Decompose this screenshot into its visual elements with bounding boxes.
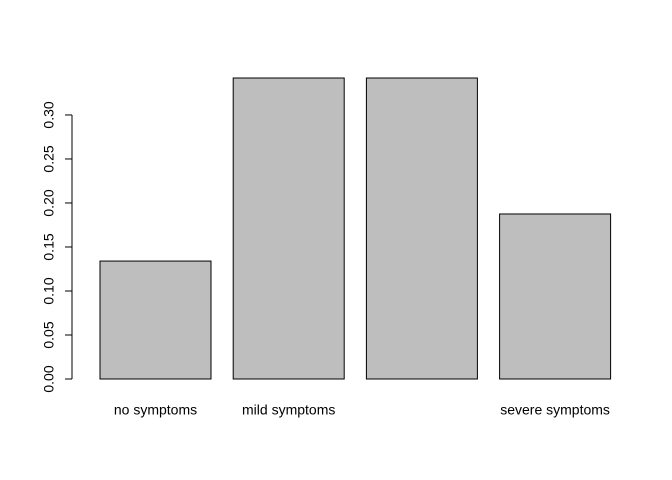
bar — [99, 260, 212, 380]
bar — [232, 77, 345, 380]
x-tick-label: severe symptoms — [500, 402, 610, 418]
y-tick-label: 0.30 — [41, 101, 57, 128]
bar — [499, 213, 612, 380]
x-tick-label: no symptoms — [114, 402, 197, 418]
y-tick-label: 0.15 — [41, 233, 57, 260]
y-tick-label: 0.00 — [41, 365, 57, 392]
y-tick-label: 0.20 — [41, 189, 57, 216]
y-tick-label: 0.05 — [41, 321, 57, 348]
y-tick-label: 0.10 — [41, 277, 57, 304]
bar — [365, 77, 478, 380]
y-tick-label: 0.25 — [41, 145, 57, 172]
x-tick-label: mild symptoms — [242, 402, 335, 418]
